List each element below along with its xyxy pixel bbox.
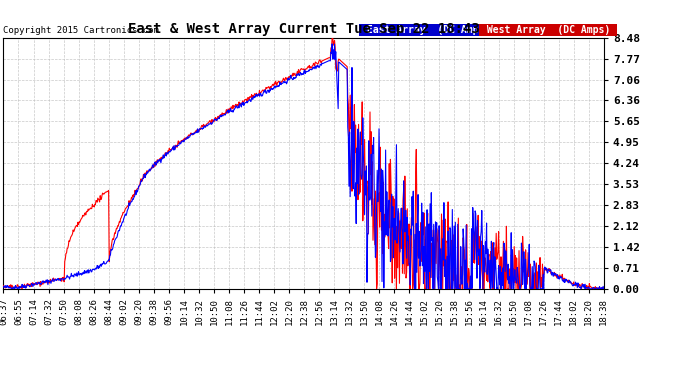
Text: East Array  (DC Amps): East Array (DC Amps): [361, 25, 495, 35]
Title: East & West Array Current Tue Sep 22 18:43: East & West Array Current Tue Sep 22 18:…: [128, 22, 480, 36]
Text: West Array  (DC Amps): West Array (DC Amps): [481, 25, 615, 35]
Text: Copyright 2015 Cartronics.com: Copyright 2015 Cartronics.com: [3, 26, 159, 35]
